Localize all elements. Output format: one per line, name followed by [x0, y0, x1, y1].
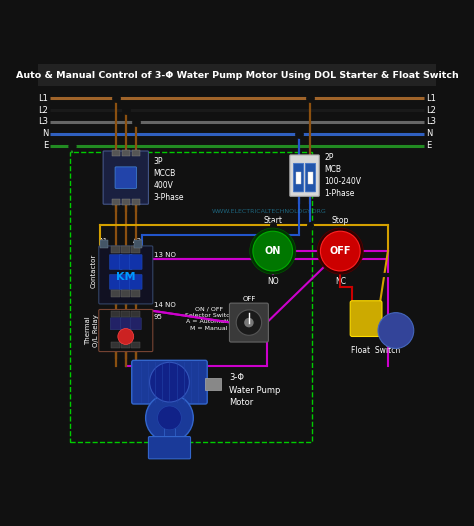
- Text: Auto & Manual Control of 3-Φ Water Pump Motor Using DOL Starter & Float Switch: Auto & Manual Control of 3-Φ Water Pump …: [16, 71, 458, 80]
- FancyBboxPatch shape: [120, 318, 131, 330]
- Bar: [122, 199, 130, 206]
- Text: 3P
MCCB
400V
3-Phase: 3P MCCB 400V 3-Phase: [154, 157, 184, 202]
- Text: Thermal
O/L Relay: Thermal O/L Relay: [85, 314, 99, 347]
- Text: NO: NO: [267, 277, 279, 286]
- Circle shape: [244, 318, 254, 327]
- Bar: [205, 378, 221, 390]
- Bar: [131, 342, 140, 348]
- Bar: [121, 342, 130, 348]
- Text: 3-Φ
Water Pump
Motor: 3-Φ Water Pump Motor: [229, 373, 281, 407]
- Bar: [131, 311, 140, 317]
- FancyBboxPatch shape: [129, 255, 142, 269]
- Text: E: E: [43, 141, 48, 150]
- Bar: [132, 150, 140, 156]
- Text: 2P
MCB
100-240V
1-Phase: 2P MCB 100-240V 1-Phase: [324, 154, 361, 198]
- Bar: [132, 199, 140, 206]
- Text: KM: KM: [116, 272, 136, 282]
- FancyBboxPatch shape: [109, 255, 122, 269]
- FancyBboxPatch shape: [103, 151, 148, 204]
- Text: L2: L2: [38, 106, 48, 115]
- Bar: [111, 342, 120, 348]
- FancyBboxPatch shape: [148, 437, 191, 459]
- FancyBboxPatch shape: [119, 255, 132, 269]
- Circle shape: [118, 329, 134, 345]
- Text: Start: Start: [263, 216, 282, 225]
- FancyBboxPatch shape: [130, 318, 141, 330]
- Text: A2: A2: [133, 238, 142, 244]
- Text: Contactor: Contactor: [91, 254, 97, 288]
- Text: WWW.ELECTRICALTECHNOLOGY.ORG: WWW.ELECTRICALTECHNOLOGY.ORG: [211, 209, 326, 214]
- Bar: [112, 199, 120, 206]
- FancyBboxPatch shape: [129, 275, 142, 289]
- Text: N: N: [426, 129, 432, 138]
- Text: OFF: OFF: [329, 246, 351, 256]
- Bar: [164, 414, 175, 442]
- Bar: [131, 290, 140, 297]
- Text: L1: L1: [38, 94, 48, 103]
- Circle shape: [250, 228, 296, 274]
- Bar: [111, 311, 120, 317]
- FancyBboxPatch shape: [350, 301, 382, 337]
- FancyBboxPatch shape: [305, 163, 316, 192]
- Text: 13 NO: 13 NO: [154, 252, 175, 258]
- Circle shape: [157, 406, 182, 430]
- Bar: [308, 171, 313, 184]
- Circle shape: [253, 231, 292, 271]
- FancyBboxPatch shape: [99, 309, 153, 351]
- Bar: [70, 152, 312, 442]
- FancyBboxPatch shape: [132, 360, 207, 404]
- Text: ON: ON: [264, 246, 281, 256]
- Bar: [121, 290, 130, 297]
- Text: 14 NO: 14 NO: [154, 302, 175, 308]
- Circle shape: [146, 394, 193, 442]
- Text: A1: A1: [100, 238, 109, 244]
- Bar: [134, 240, 142, 248]
- Circle shape: [320, 231, 360, 271]
- FancyBboxPatch shape: [290, 155, 319, 196]
- Text: L3: L3: [38, 117, 48, 126]
- Text: N: N: [42, 129, 48, 138]
- FancyBboxPatch shape: [115, 167, 137, 188]
- Text: E: E: [426, 141, 431, 150]
- Text: 96: 96: [152, 363, 161, 369]
- FancyBboxPatch shape: [110, 318, 121, 330]
- Text: Stop: Stop: [332, 216, 349, 225]
- Circle shape: [236, 310, 262, 335]
- Bar: [121, 246, 130, 253]
- FancyBboxPatch shape: [229, 303, 268, 342]
- Bar: [122, 150, 130, 156]
- Bar: [38, 64, 436, 86]
- FancyBboxPatch shape: [109, 275, 122, 289]
- Circle shape: [378, 312, 414, 348]
- Bar: [131, 246, 140, 253]
- Text: ON / OFF
Selector Switch
A = Automatic
M = Manual: ON / OFF Selector Switch A = Automatic M…: [185, 306, 234, 331]
- Text: L3: L3: [426, 117, 436, 126]
- Bar: [112, 150, 120, 156]
- Circle shape: [317, 228, 363, 274]
- Text: A: A: [262, 320, 266, 326]
- Text: OFF: OFF: [242, 296, 255, 302]
- FancyBboxPatch shape: [293, 163, 304, 192]
- Text: 95: 95: [154, 313, 163, 320]
- Bar: [111, 246, 120, 253]
- Text: L2: L2: [426, 106, 436, 115]
- Bar: [111, 290, 120, 297]
- Text: L1: L1: [426, 94, 436, 103]
- FancyBboxPatch shape: [99, 246, 153, 304]
- Text: NC: NC: [335, 277, 346, 286]
- Bar: [296, 171, 301, 184]
- Circle shape: [150, 362, 189, 402]
- Text: 96: 96: [154, 367, 163, 373]
- FancyBboxPatch shape: [119, 275, 132, 289]
- Bar: [121, 311, 130, 317]
- Text: M: M: [231, 320, 237, 326]
- Text: Float  Switch: Float Switch: [351, 346, 401, 355]
- Text: E: E: [167, 452, 172, 457]
- Bar: [100, 240, 108, 248]
